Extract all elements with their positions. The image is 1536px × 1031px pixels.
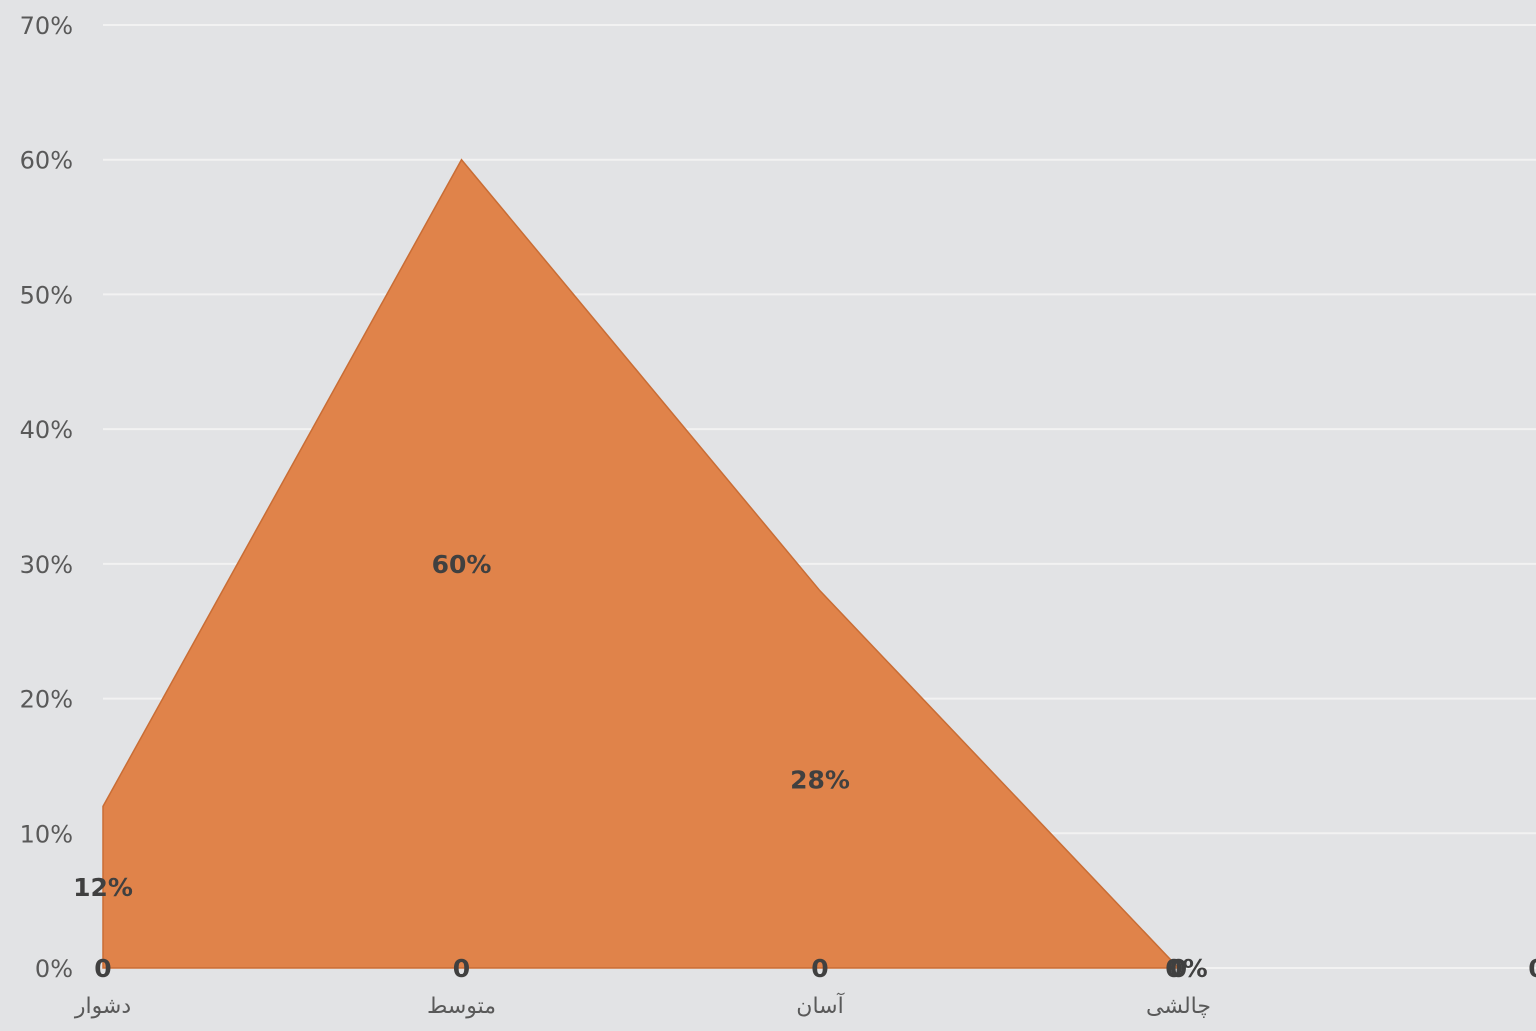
data-labels: 12% 60% 28% 0% <box>73 550 1208 983</box>
secondary-data-label: 0 <box>453 954 470 983</box>
x-category-label: دشوار <box>74 994 131 1019</box>
secondary-data-label: 0 <box>1528 954 1536 983</box>
y-tick-label: 10% <box>20 820 73 848</box>
secondary-data-label: 0 <box>811 954 828 983</box>
secondary-data-label: 0 <box>1170 954 1187 983</box>
y-tick-label: 40% <box>20 416 73 444</box>
y-tick-label: 20% <box>20 686 73 714</box>
y-tick-label: 30% <box>20 551 73 579</box>
x-category-label: آسان <box>796 992 844 1019</box>
y-tick-label: 70% <box>20 12 73 40</box>
area-series <box>102 158 1181 969</box>
x-category-label: متوسط <box>427 994 496 1019</box>
area-data-label: 28% <box>790 765 850 794</box>
secondary-data-label: 0 <box>94 954 111 983</box>
area-data-label: 12% <box>73 873 133 902</box>
x-axis-categories: دشوار متوسط آسان چالشی <box>74 992 1211 1019</box>
y-tick-label: 50% <box>20 281 73 309</box>
y-tick-label: 0% <box>35 955 73 983</box>
x-category-label: چالشی <box>1146 994 1211 1019</box>
y-axis-ticks: 0% 10% 20% 30% 40% 50% 60% 70% <box>20 12 73 983</box>
area-series-fill <box>102 158 1181 969</box>
area-data-label: 60% <box>432 550 492 579</box>
secondary-series-labels: 0 0 0 0 0 <box>94 954 1536 983</box>
area-data-label: 0% <box>1165 954 1207 983</box>
y-tick-label: 60% <box>20 147 73 175</box>
